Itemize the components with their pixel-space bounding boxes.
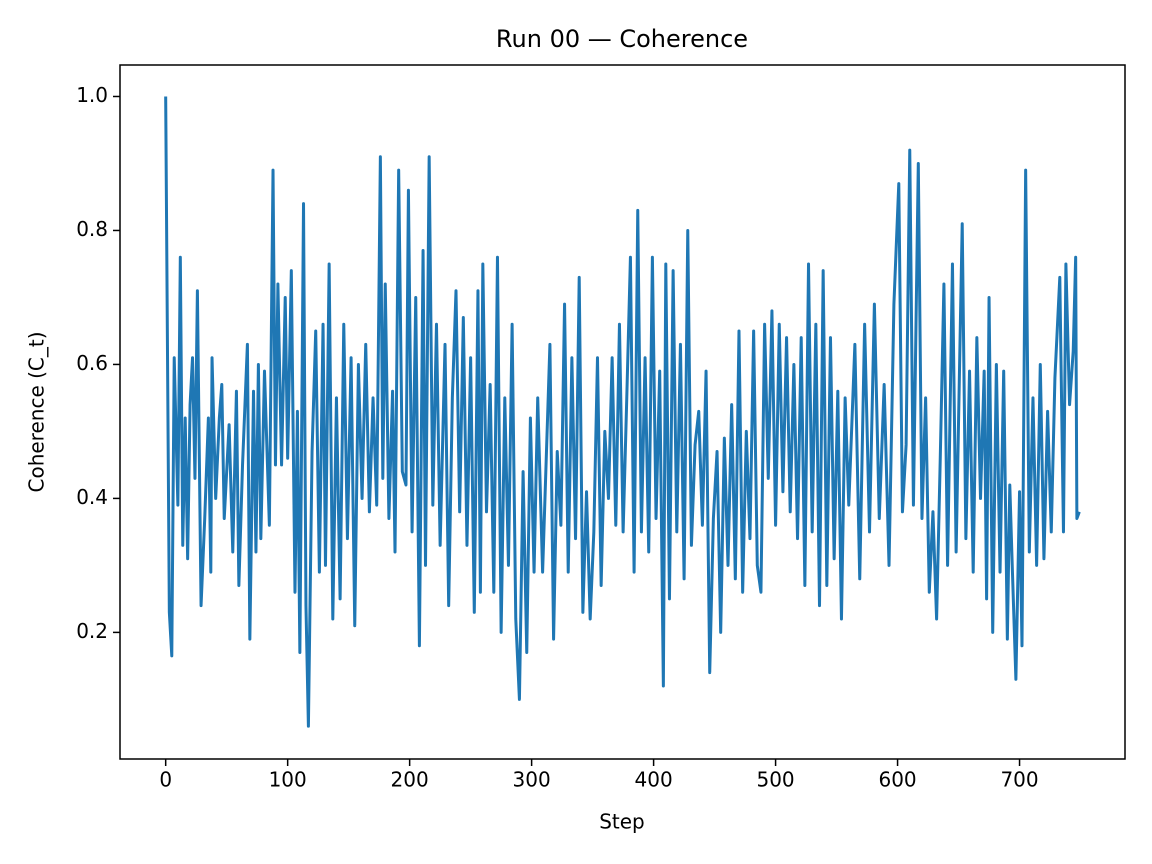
x-tick-label: 300 [513,768,551,792]
x-tick-label: 600 [878,768,916,792]
y-tick-label: 1.0 [76,83,108,107]
y-axis-label: Coherence (C_t) [25,331,49,492]
x-tick-label: 400 [635,768,673,792]
x-tick-label: 700 [1000,768,1038,792]
line [164,96,1081,728]
x-tick-label: 0 [159,768,172,792]
x-axis-label: Step [599,810,645,834]
plot-frame [119,64,1126,760]
x-tick-label: 200 [391,768,429,792]
x-tick-label: 100 [269,768,307,792]
x-tick-label: 500 [756,768,794,792]
y-tick-label: 0.6 [76,351,108,375]
y-tick-label: 0.8 [76,217,108,241]
y-tick-label: 0.2 [76,619,108,643]
y-tick-label: 0.4 [76,485,108,509]
chart-title: Run 00 — Coherence [496,25,748,53]
